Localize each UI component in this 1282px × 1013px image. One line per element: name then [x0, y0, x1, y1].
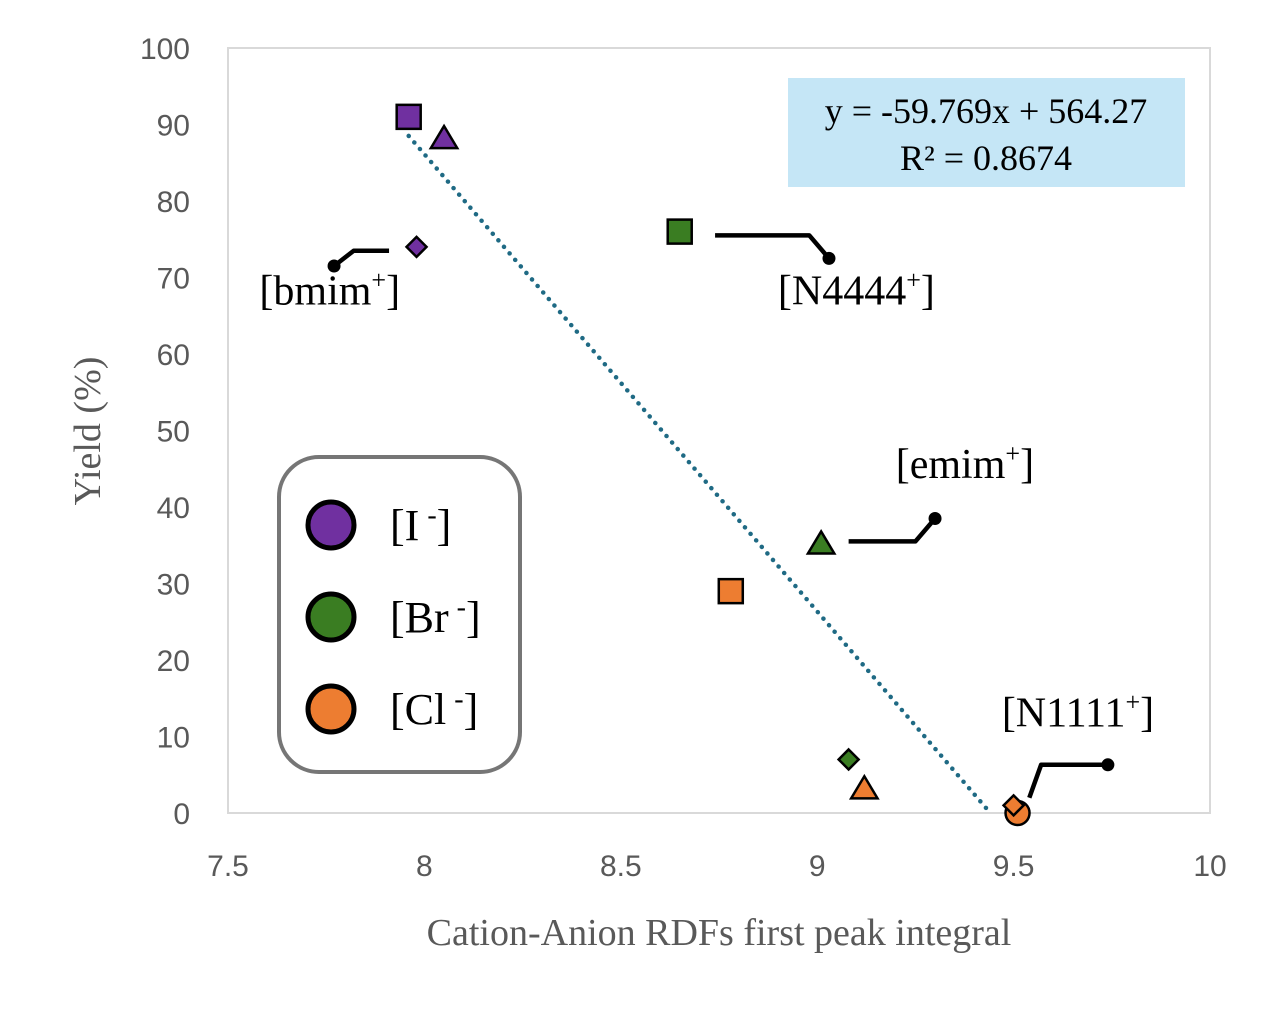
- point-br-n4444: [666, 218, 693, 245]
- annotation-sup: +: [371, 265, 386, 294]
- annotation-sup: +: [1125, 688, 1140, 717]
- annotation-n4444: [N4444+]: [778, 265, 935, 314]
- legend-close: ]: [464, 685, 479, 734]
- point-br-bmim: [836, 747, 861, 772]
- legend-text: [Br: [390, 593, 449, 642]
- annotation-close: ]: [1140, 691, 1154, 737]
- annotation-text: [N1111: [1002, 691, 1126, 737]
- leader-line-n1111: [1027, 762, 1108, 799]
- equation-background: [788, 78, 1185, 187]
- y-tick-label: 100: [140, 33, 190, 66]
- x-tick-label: 10: [1193, 850, 1226, 883]
- point-i-n4444: [395, 103, 422, 131]
- leader-dot-bmim: [327, 259, 341, 273]
- annotation-n1111: [N1111+]: [1002, 688, 1154, 737]
- x-tick-label: 8.5: [600, 850, 642, 883]
- leader-line-n4444: [715, 233, 831, 260]
- legend-sup: -: [454, 684, 463, 715]
- legend-label-cl: [Cl -]: [390, 684, 478, 734]
- annotation-text: [N4444: [778, 268, 906, 314]
- legend-text: [Cl: [390, 685, 446, 734]
- x-axis-title: Cation-Anion RDFs first peak integral: [427, 912, 1012, 954]
- point-i-bmim: [404, 235, 429, 259]
- y-tick-label: 20: [157, 645, 190, 678]
- x-axis-ticks: 7.5 8 8.5 9 9.5 10: [207, 850, 1227, 883]
- r-squared-text: R² = 0.8674: [900, 138, 1072, 178]
- legend-marker-cl: [305, 683, 357, 735]
- y-axis-ticks: 0 10 20 30 40 50 60 70 80 90 100: [140, 33, 190, 831]
- y-tick-label: 40: [157, 492, 190, 525]
- point-cl-n4444: [717, 577, 745, 605]
- cation-annotations: [bmim+] [N4444+][emim+][N1111+]: [259, 265, 1154, 736]
- annotation-sup: +: [1005, 439, 1020, 468]
- equation-text: y = -59.769x + 564.27: [825, 91, 1148, 131]
- legend-marker-i: [305, 499, 357, 551]
- y-tick-label: 30: [157, 569, 190, 602]
- annotation-text: [emim: [896, 442, 1006, 488]
- y-tick-label: 60: [157, 339, 190, 372]
- legend-close: ]: [437, 501, 452, 550]
- annotation-text: [bmim: [259, 268, 371, 314]
- legend-label-br: [Br -]: [390, 592, 481, 642]
- legend-text: [I: [390, 501, 419, 550]
- annotation-close: ]: [386, 268, 400, 314]
- point-i-emim: [428, 123, 460, 150]
- y-tick-label: 90: [157, 110, 190, 143]
- leader-dot-n4444: [822, 251, 836, 265]
- leader-line-bmim: [332, 248, 390, 268]
- point-cl-bmim: [1001, 793, 1026, 818]
- y-tick-label: 50: [157, 416, 190, 449]
- legend-sup: -: [427, 500, 436, 531]
- annotation-close: ]: [1020, 442, 1034, 488]
- legend-sup: -: [457, 592, 466, 623]
- x-tick-label: 8: [416, 850, 433, 883]
- point-cl-emim: [848, 773, 880, 800]
- leader-dot-emim: [928, 511, 942, 525]
- y-axis-title: Yield (%): [67, 357, 109, 506]
- legend-label-i: [I -]: [390, 500, 451, 550]
- equation-box: y = -59.769x + 564.27 R² = 0.8674: [788, 78, 1185, 187]
- y-tick-label: 0: [173, 798, 190, 831]
- annotation-bmim: [bmim+]: [259, 265, 400, 314]
- x-tick-label: 9: [809, 850, 826, 883]
- x-tick-label: 9.5: [993, 850, 1035, 883]
- annotation-leaders: [327, 233, 1115, 799]
- annotation-emim: [emim+]: [896, 439, 1034, 488]
- annotation-close: ]: [921, 268, 935, 314]
- y-tick-label: 80: [157, 186, 190, 219]
- y-tick-label: 10: [157, 722, 190, 755]
- trendline-path: [406, 133, 993, 815]
- annotation-sup: +: [906, 265, 921, 294]
- legend-marker-br: [305, 591, 357, 643]
- leader-line-emim: [848, 517, 937, 544]
- y-tick-label: 70: [157, 263, 190, 296]
- leader-dot-n1111: [1101, 758, 1115, 772]
- legend: [I -][Br -][Cl -]: [277, 455, 522, 774]
- data-points: [395, 103, 1031, 827]
- x-tick-label: 7.5: [207, 850, 249, 883]
- legend-close: ]: [466, 593, 481, 642]
- point-br-emim: [805, 529, 837, 555]
- trendline: [406, 133, 993, 815]
